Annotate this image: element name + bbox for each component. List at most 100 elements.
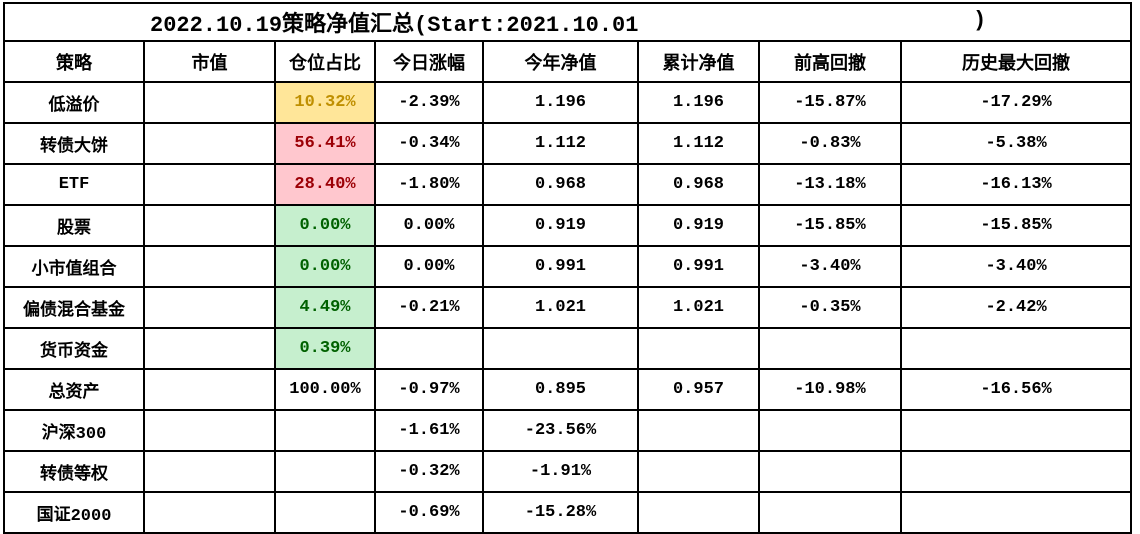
- cell-today-change: -0.32%: [374, 450, 484, 493]
- col-header-position-ratio: 仓位占比: [274, 40, 376, 83]
- cell-ytd-nav: 1.196: [482, 81, 639, 124]
- cell-market-value: [143, 491, 276, 534]
- table-row: 货币资金 0.39%: [3, 327, 1133, 370]
- cell-market-value: [143, 81, 276, 124]
- table-row: 小市值组合 0.00% 0.00% 0.991 0.991 -3.40% -3.…: [3, 245, 1133, 288]
- cell-market-value: [143, 286, 276, 329]
- cell-strategy: 总资产: [3, 368, 145, 411]
- cell-today-change: -2.39%: [374, 81, 484, 124]
- cell-ytd-nav: -15.28%: [482, 491, 639, 534]
- title-row: 2022.10.19策略净值汇总(Start:2021.10.01): [2, 2, 1133, 42]
- cell-strategy: 偏债混合基金: [3, 286, 145, 329]
- table-row: 转债大饼 56.41% -0.34% 1.112 1.112 -0.83% -5…: [3, 122, 1133, 165]
- cell-prev-high-drawdown: -10.98%: [758, 368, 902, 411]
- cell-max-drawdown: -2.42%: [899, 286, 1133, 329]
- table-row: 国证2000 -0.69% -15.28%: [3, 491, 1133, 534]
- cell-strategy: 国证2000: [3, 491, 145, 534]
- col-header-today-change: 今日涨幅: [374, 40, 484, 83]
- cell-max-drawdown: -17.29%: [899, 81, 1133, 124]
- table-row: 低溢价 10.32% -2.39% 1.196 1.196 -15.87% -1…: [3, 81, 1133, 124]
- cell-ytd-nav: 0.895: [482, 368, 639, 411]
- cell-ytd-nav: 0.968: [482, 163, 639, 206]
- cell-position-ratio: [274, 409, 376, 452]
- cell-today-change: 0.00%: [374, 204, 484, 247]
- table-row: 偏债混合基金 4.49% -0.21% 1.021 1.021 -0.35% -…: [3, 286, 1133, 329]
- title-closing-paren: ): [973, 8, 987, 33]
- cell-prev-high-drawdown: -3.40%: [758, 245, 902, 288]
- cell-prev-high-drawdown: [758, 409, 902, 452]
- cell-strategy: 股票: [3, 204, 145, 247]
- cell-cumulative-nav: 0.991: [637, 245, 760, 288]
- cell-ytd-nav: 1.112: [482, 122, 639, 165]
- cell-position-ratio: 0.00%: [274, 204, 376, 247]
- cell-position-ratio: 4.49%: [274, 286, 376, 329]
- col-header-cumulative-nav: 累计净值: [637, 40, 760, 83]
- cell-cumulative-nav: 1.021: [637, 286, 760, 329]
- cell-cumulative-nav: 0.957: [637, 368, 760, 411]
- cell-max-drawdown: -15.85%: [899, 204, 1133, 247]
- cell-position-ratio: [274, 450, 376, 493]
- cell-max-drawdown: -16.13%: [899, 163, 1133, 206]
- cell-position-ratio: 56.41%: [274, 122, 376, 165]
- cell-position-ratio: 10.32%: [274, 81, 376, 124]
- cell-max-drawdown: [899, 491, 1133, 534]
- cell-cumulative-nav: [637, 409, 760, 452]
- col-header-max-drawdown: 历史最大回撤: [899, 40, 1133, 83]
- cell-prev-high-drawdown: -15.87%: [758, 81, 902, 124]
- cell-today-change: -1.80%: [374, 163, 484, 206]
- cell-max-drawdown: -16.56%: [899, 368, 1133, 411]
- cell-today-change: [374, 327, 484, 370]
- cell-today-change: -0.69%: [374, 491, 484, 534]
- cell-position-ratio: 0.39%: [274, 327, 376, 370]
- table-row: ETF 28.40% -1.80% 0.968 0.968 -13.18% -1…: [3, 163, 1133, 206]
- cell-ytd-nav: -23.56%: [482, 409, 639, 452]
- cell-max-drawdown: -5.38%: [899, 122, 1133, 165]
- cell-ytd-nav: 0.991: [482, 245, 639, 288]
- cell-cumulative-nav: 1.112: [637, 122, 760, 165]
- cell-max-drawdown: -3.40%: [899, 245, 1133, 288]
- cell-strategy: 货币资金: [3, 327, 145, 370]
- cell-strategy: ETF: [3, 163, 145, 206]
- cell-position-ratio: 100.00%: [274, 368, 376, 411]
- title-cell: 2022.10.19策略净值汇总(Start:2021.10.01): [2, 2, 1133, 42]
- cell-strategy: 转债等权: [3, 450, 145, 493]
- cell-prev-high-drawdown: -0.83%: [758, 122, 902, 165]
- cell-cumulative-nav: 0.919: [637, 204, 760, 247]
- cell-position-ratio: 28.40%: [274, 163, 376, 206]
- cell-ytd-nav: -1.91%: [482, 450, 639, 493]
- cell-strategy: 低溢价: [3, 81, 145, 124]
- cell-ytd-nav: 0.919: [482, 204, 639, 247]
- cell-max-drawdown: [899, 327, 1133, 370]
- cell-market-value: [143, 409, 276, 452]
- cell-prev-high-drawdown: -0.35%: [758, 286, 902, 329]
- cell-market-value: [143, 327, 276, 370]
- col-header-market-value: 市值: [143, 40, 276, 83]
- cell-max-drawdown: [899, 450, 1133, 493]
- cell-today-change: -1.61%: [374, 409, 484, 452]
- cell-market-value: [143, 368, 276, 411]
- cell-market-value: [143, 163, 276, 206]
- cell-market-value: [143, 122, 276, 165]
- cell-strategy: 沪深300: [3, 409, 145, 452]
- cell-position-ratio: 0.00%: [274, 245, 376, 288]
- col-header-ytd-nav: 今年净值: [482, 40, 639, 83]
- cell-market-value: [143, 245, 276, 288]
- cell-market-value: [143, 204, 276, 247]
- cell-today-change: -0.34%: [374, 122, 484, 165]
- cell-max-drawdown: [899, 409, 1133, 452]
- cell-ytd-nav: 1.021: [482, 286, 639, 329]
- cell-today-change: -0.21%: [374, 286, 484, 329]
- cell-strategy: 小市值组合: [3, 245, 145, 288]
- cell-prev-high-drawdown: [758, 491, 902, 534]
- cell-cumulative-nav: [637, 491, 760, 534]
- cell-cumulative-nav: 0.968: [637, 163, 760, 206]
- cell-prev-high-drawdown: [758, 327, 902, 370]
- col-header-strategy: 策略: [3, 40, 145, 83]
- cell-today-change: 0.00%: [374, 245, 484, 288]
- cell-prev-high-drawdown: -13.18%: [758, 163, 902, 206]
- cell-market-value: [143, 450, 276, 493]
- table-row: 沪深300 -1.61% -23.56%: [3, 409, 1133, 452]
- cell-ytd-nav: [482, 327, 639, 370]
